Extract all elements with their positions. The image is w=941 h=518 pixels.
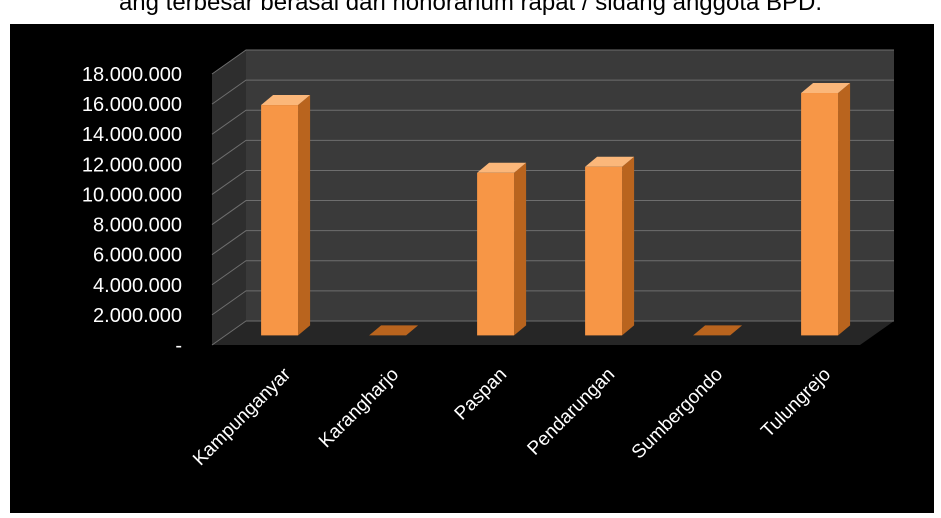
chart-wall — [212, 50, 894, 345]
gridline — [211, 320, 894, 346]
bar-karangharjo — [369, 325, 419, 336]
x-tick-label: Paspan — [451, 364, 511, 424]
bar-sumbergondo — [693, 325, 743, 336]
bar-front — [585, 166, 623, 336]
bar-zero — [369, 325, 419, 336]
bar-side — [514, 162, 527, 336]
bar-pendarungan — [585, 156, 635, 336]
bar-zero — [693, 325, 743, 336]
caption-text: ang terbesar berasal dari honorarium rap… — [118, 0, 823, 16]
bar-kampunganyar — [261, 95, 311, 336]
gridline — [211, 109, 894, 135]
x-tick-label: Kampunganyar — [189, 364, 295, 470]
gridline — [211, 169, 894, 195]
column-chart: - 2.000.000 4.000.000 6.000.000 8.000.000 10.… — [82, 49, 894, 470]
gridline — [211, 79, 894, 105]
y-tick-label: 2.000.000 — [93, 305, 182, 327]
gridline — [211, 139, 894, 165]
y-tick-label: - — [175, 335, 182, 357]
y-tick-label: 10.000.000 — [82, 184, 182, 206]
gridline — [211, 290, 894, 316]
gridline — [211, 260, 894, 286]
bar-top — [585, 156, 635, 167]
bar-front — [261, 105, 299, 336]
bar-top — [261, 95, 311, 106]
y-axis-labels: - 2.000.000 4.000.000 6.000.000 8.000.000 10.… — [82, 64, 182, 357]
bar-side — [622, 156, 635, 336]
gridline — [211, 200, 894, 225]
side-wall — [212, 50, 246, 345]
bar-front — [801, 93, 839, 336]
x-tick-label: Tulungrejo — [757, 364, 835, 442]
chart-bars — [261, 83, 851, 336]
chart-floor — [212, 321, 894, 345]
y-tick-label: 16.000.000 — [82, 94, 182, 116]
back-wall — [246, 50, 894, 321]
y-tick-label: 6.000.000 — [93, 245, 182, 267]
chart-area: - 2.000.000 4.000.000 6.000.000 8.000.000 10.… — [10, 24, 934, 513]
bar-front — [477, 172, 515, 336]
chart-gridlines — [211, 49, 894, 346]
x-tick-label: Karangharjo — [315, 364, 403, 452]
bar-top — [477, 162, 527, 173]
bar-top — [801, 83, 851, 94]
floor — [212, 321, 894, 345]
bar-side — [298, 95, 311, 336]
y-tick-label: 14.000.000 — [82, 124, 182, 146]
gridline — [211, 230, 894, 256]
y-tick-label: 4.000.000 — [93, 275, 182, 297]
bar-tulungrejo — [801, 83, 851, 336]
gridline — [211, 49, 894, 75]
bar-side — [838, 83, 851, 336]
y-tick-label: 18.000.000 — [82, 64, 182, 86]
y-tick-label: 12.000.000 — [82, 154, 182, 176]
bar-paspan — [477, 162, 527, 336]
y-tick-label: 8.000.000 — [93, 215, 182, 237]
x-axis-labels: Kampunganyar Karangharjo Paspan Pendarungan… — [189, 364, 835, 470]
x-tick-label: Pendarungan — [524, 364, 620, 460]
x-tick-label: Sumbergondo — [628, 364, 727, 463]
